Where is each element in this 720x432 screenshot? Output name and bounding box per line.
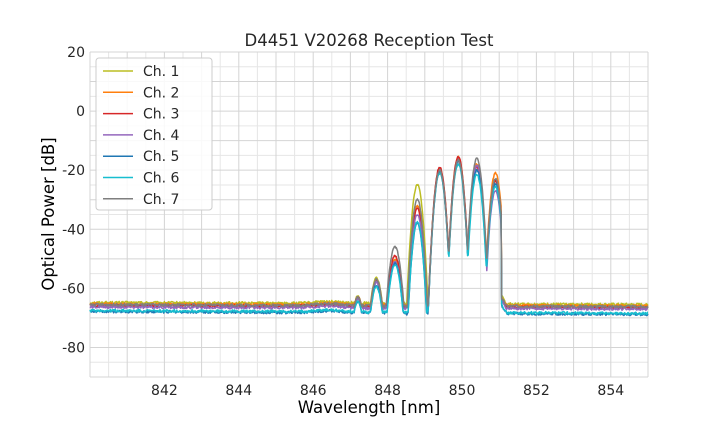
x-axis-label: Wavelength [nm] <box>298 398 441 417</box>
legend-label: Ch. 5 <box>143 149 179 165</box>
legend-item: Ch. 1 <box>103 64 179 80</box>
x-tick-labels: 842 844 846 848 850 852 854 <box>151 383 624 399</box>
legend-item: Ch. 2 <box>103 85 179 101</box>
legend-item: Ch. 7 <box>103 192 179 208</box>
legend-frame <box>95 57 213 211</box>
legend-label: Ch. 6 <box>143 171 180 187</box>
legend: Ch. 1 Ch. 2 Ch. 3 Ch. 4 Ch. 5 Ch. 6 Ch. 7 <box>95 57 213 211</box>
legend-item: Ch. 3 <box>103 107 179 123</box>
x-tick-label: 852 <box>523 383 550 399</box>
legend-label: Ch. 7 <box>143 192 179 208</box>
legend-item: Ch. 6 <box>103 171 180 187</box>
y-tick-label: -20 <box>62 163 85 179</box>
legend-label: Ch. 4 <box>143 128 180 144</box>
x-tick-label: 844 <box>225 383 252 399</box>
legend-item: Ch. 5 <box>103 149 179 165</box>
y-axis-label: Optical Power [dB] <box>39 137 58 290</box>
y-tick-label: 20 <box>67 45 85 61</box>
y-tick-label: 0 <box>76 104 85 120</box>
legend-item: Ch. 4 <box>103 128 180 144</box>
y-tick-labels: 20 0 -20 -40 -60 -80 <box>62 45 85 356</box>
y-tick-label: -40 <box>62 222 85 238</box>
y-tick-label: -80 <box>62 340 85 356</box>
x-tick-label: 848 <box>374 383 401 399</box>
series-layer <box>89 155 649 317</box>
legend-label: Ch. 2 <box>143 85 179 101</box>
chart-title: D4451 V20268 Reception Test <box>245 31 494 50</box>
series-line-ch6 <box>89 163 649 316</box>
legend-label: Ch. 1 <box>143 64 179 80</box>
x-tick-label: 846 <box>300 383 327 399</box>
series-line-ch7 <box>89 157 649 309</box>
x-tick-label: 842 <box>151 383 178 399</box>
legend-label: Ch. 3 <box>143 107 179 123</box>
x-tick-label: 854 <box>597 383 624 399</box>
x-tick-label: 850 <box>449 383 476 399</box>
y-tick-label: -60 <box>62 281 85 297</box>
